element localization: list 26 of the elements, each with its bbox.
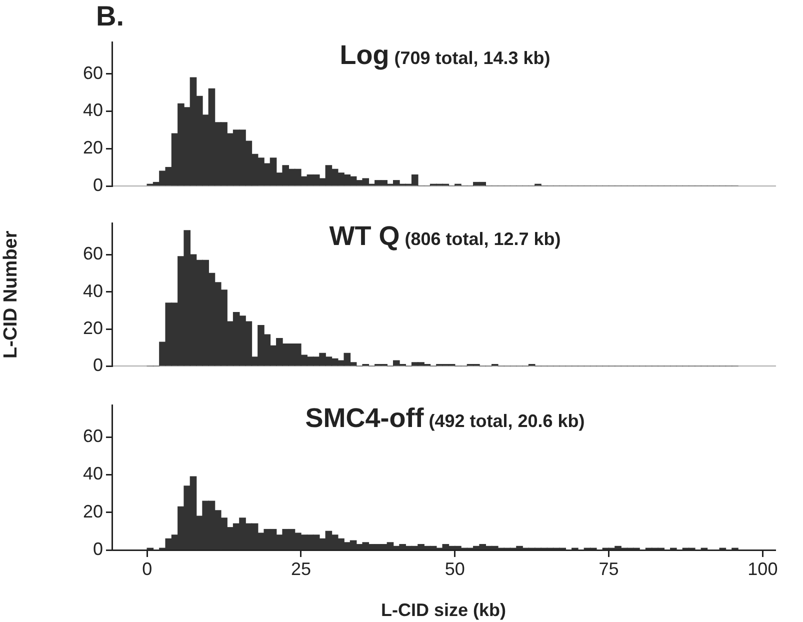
- y-tick-label: 40: [82, 464, 103, 484]
- y-tick-label: 40: [82, 100, 103, 120]
- chart-title: WT Q: [329, 221, 400, 251]
- x-tick-label: 25: [290, 558, 312, 579]
- chart-title: SMC4-off: [305, 403, 425, 433]
- y-tick-label: 20: [82, 138, 103, 158]
- chart-title: Log: [340, 40, 390, 70]
- x-tick-label: 75: [598, 558, 619, 579]
- y-tick-label: 60: [82, 62, 103, 83]
- y-tick-label: 40: [82, 280, 103, 301]
- x-tick-label: 0: [142, 558, 152, 579]
- chart-subtitle: (709 total, 14.3 kb): [389, 48, 550, 68]
- y-tick-label: 60: [82, 426, 103, 446]
- chart-subtitle: (806 total, 12.7 kb): [400, 229, 561, 249]
- y-tick-label: 20: [82, 501, 103, 522]
- x-axis-title: L-CID size (kb): [380, 600, 506, 620]
- y-tick-label: 0: [92, 538, 103, 559]
- y-tick-label: 0: [92, 355, 103, 376]
- y-axis-title: L-CID Number: [0, 230, 22, 358]
- text: B.: [96, 0, 124, 32]
- x-tick-label: 100: [748, 558, 778, 579]
- x-tick-label: 50: [444, 558, 465, 579]
- y-tick-label: 0: [92, 174, 103, 195]
- chart-subtitle: (492 total, 20.6 kb): [424, 411, 585, 431]
- y-tick-label: 20: [82, 318, 103, 338]
- y-tick-label: 60: [82, 244, 103, 264]
